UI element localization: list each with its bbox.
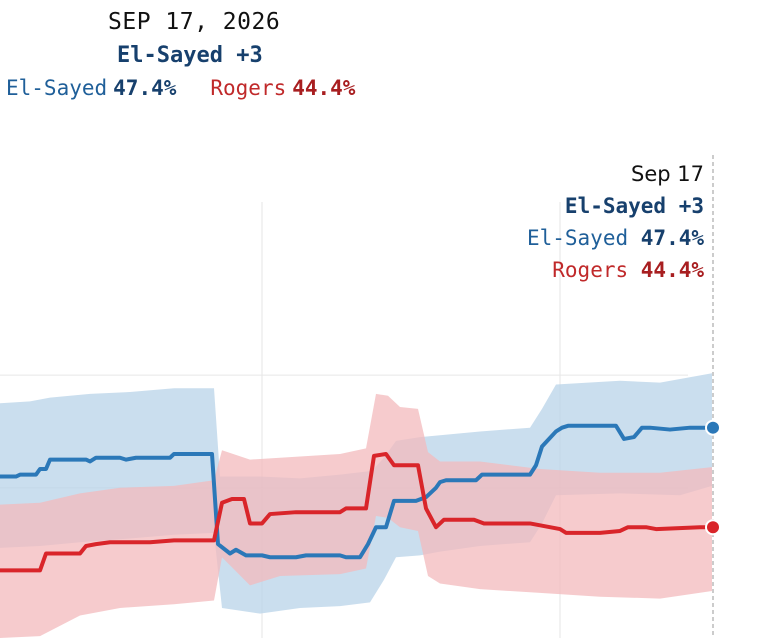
rogers-value: 44.4% [292, 76, 356, 100]
series-lines [0, 423, 712, 573]
rogers-line [0, 451, 712, 573]
tooltip-el-sayed-label: El-Sayed [526, 226, 629, 250]
hover-tooltip: Sep 17 El-Sayed +3 El-Sayed 47.4% Rogers… [527, 158, 704, 286]
rogers-label: Rogers [210, 76, 287, 100]
rogers-band [0, 393, 712, 638]
el-sayed-label: El-Sayed [6, 76, 108, 100]
tooltip-leader: El-Sayed +3 [564, 194, 704, 218]
tooltip-el-sayed-value: 47.4% [640, 226, 704, 250]
header-candidates: El-Sayed 47.4% Rogers 44.4% [6, 76, 355, 100]
rogers-end-dot[interactable] [705, 519, 721, 536]
end-markers [705, 419, 721, 536]
selected-date: SEP 17, 2026 [108, 9, 281, 35]
tooltip-date: Sep 17 [631, 162, 704, 186]
tooltip-rogers: Rogers 44.4% [527, 254, 704, 286]
tooltip-el-sayed: El-Sayed 47.4% [527, 222, 704, 254]
tooltip-rogers-value: 44.4% [640, 258, 704, 282]
tooltip-rogers-label: Rogers [552, 258, 629, 282]
el-sayed-end-dot[interactable] [705, 419, 721, 436]
el-sayed-value: 47.4% [113, 76, 177, 100]
leader-margin: El-Sayed +3 [117, 43, 263, 68]
confidence-bands [0, 373, 712, 638]
el-sayed-line [0, 423, 712, 560]
